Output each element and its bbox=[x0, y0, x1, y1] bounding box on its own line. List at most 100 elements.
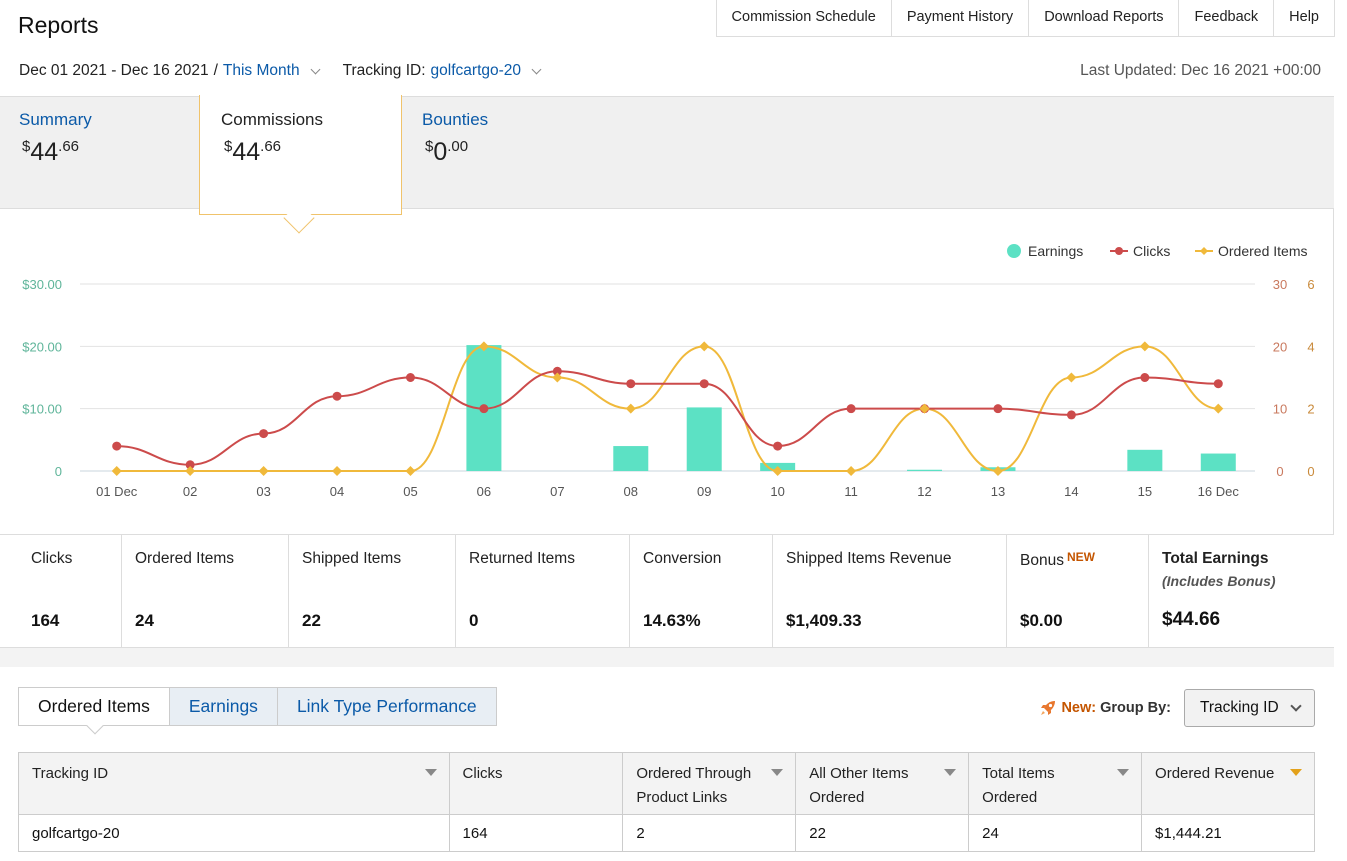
top-nav: Commission Schedule Payment History Down… bbox=[715, 0, 1335, 37]
clicks-point bbox=[773, 441, 783, 451]
clicks-point bbox=[259, 429, 269, 439]
col-clicks[interactable]: Clicks bbox=[448, 752, 624, 815]
ordered-items-point bbox=[1066, 372, 1077, 383]
right-axis-tick: 6 bbox=[1307, 277, 1314, 292]
right-axis-tick: 20 bbox=[1273, 339, 1287, 354]
x-axis-tick: 09 bbox=[697, 484, 711, 499]
legend-clicks: Clicks bbox=[1133, 243, 1170, 259]
x-axis-tick: 15 bbox=[1138, 484, 1152, 499]
earnings-bar bbox=[1200, 453, 1236, 471]
col-all-other-items[interactable]: All Other Items Ordered bbox=[795, 752, 970, 815]
nav-download-reports[interactable]: Download Reports bbox=[1028, 0, 1178, 36]
tab-summary-label[interactable]: Summary bbox=[19, 110, 92, 129]
left-axis-tick: 0 bbox=[55, 464, 62, 479]
legend-clicks-swatch bbox=[1115, 247, 1123, 255]
right-axis-tick: 30 bbox=[1273, 277, 1287, 292]
col-ordered-through-links[interactable]: Ordered Through Product Links bbox=[622, 752, 797, 815]
earnings-bar bbox=[686, 407, 722, 471]
stat-clicks: Clicks 164 bbox=[31, 550, 73, 630]
tab-commissions-label: Commissions bbox=[221, 110, 324, 129]
chevron-down-icon[interactable] bbox=[531, 64, 542, 74]
ordered-items-point bbox=[1139, 341, 1150, 352]
new-label: New: bbox=[1061, 700, 1097, 716]
x-axis-tick: 06 bbox=[477, 484, 491, 499]
chart-area: 0 0 0 $10.00 10 2 $20.00 20 4 $30.00 30 6 01 Dec 02 03… bbox=[0, 209, 1334, 535]
clicks-point bbox=[479, 404, 489, 414]
left-axis-tick: $30.00 bbox=[22, 277, 62, 292]
ordered-items-point bbox=[258, 466, 269, 476]
cell-clicks: 164 bbox=[448, 814, 624, 852]
ordered-items-point bbox=[699, 341, 710, 352]
tab-link-type-performance[interactable]: Link Type Performance bbox=[276, 688, 496, 725]
tab-earnings[interactable]: Earnings bbox=[168, 688, 277, 725]
ordered-items-point bbox=[846, 466, 857, 476]
earnings-bar bbox=[613, 446, 649, 471]
date-range: Dec 01 2021 - Dec 16 2021 bbox=[19, 62, 209, 79]
ordered-items-point bbox=[625, 403, 636, 414]
clicks-point bbox=[405, 373, 415, 382]
nav-help[interactable]: Help bbox=[1273, 0, 1334, 36]
col-tracking-id[interactable]: Tracking ID bbox=[18, 752, 450, 815]
ordered-items-point bbox=[111, 466, 122, 476]
clicks-point bbox=[846, 404, 856, 414]
earnings-bar bbox=[907, 469, 943, 471]
date-preset-dropdown[interactable]: This Month bbox=[222, 62, 300, 79]
x-axis-tick: 12 bbox=[917, 484, 931, 499]
legend-ordered-items-swatch bbox=[1200, 247, 1208, 255]
ordered-items-point bbox=[552, 372, 563, 383]
col-ordered-revenue[interactable]: Ordered Revenue bbox=[1141, 752, 1315, 815]
x-axis-tick: 10 bbox=[770, 484, 784, 499]
tracking-id-dropdown[interactable]: golfcartgo-20 bbox=[430, 62, 522, 79]
group-by-label: Group By: bbox=[1100, 700, 1171, 716]
sort-icon[interactable] bbox=[944, 769, 957, 776]
sort-icon[interactable] bbox=[1290, 769, 1302, 776]
tab-bounties-label[interactable]: Bounties bbox=[422, 110, 489, 129]
tracking-id-label: Tracking ID: bbox=[342, 62, 426, 79]
tab-commissions[interactable]: Commissions $44.66 bbox=[199, 95, 402, 215]
sort-icon[interactable] bbox=[424, 769, 437, 776]
stat-returned-items: Returned Items 0 bbox=[455, 535, 629, 647]
legend-ordered-items: Ordered Items bbox=[1218, 243, 1307, 259]
x-axis-tick: 08 bbox=[624, 484, 638, 499]
clicks-line bbox=[116, 370, 1219, 466]
x-axis-tick: 11 bbox=[844, 484, 858, 499]
tracking-id-link[interactable]: golfcartgo-20 bbox=[18, 814, 450, 852]
rocket-icon bbox=[1041, 701, 1056, 715]
chevron-down-icon[interactable] bbox=[310, 64, 321, 74]
chevron-down-icon bbox=[1290, 700, 1302, 712]
stat-shipped-items: Shipped Items 22 bbox=[288, 535, 455, 647]
clicks-point bbox=[112, 441, 122, 451]
table-header-row: Tracking ID Clicks Ordered Through Produ… bbox=[18, 752, 1315, 815]
new-badge: NEW bbox=[1066, 550, 1095, 564]
x-axis-tick: 01 Dec bbox=[96, 484, 138, 499]
clicks-point bbox=[626, 379, 636, 389]
sort-icon[interactable] bbox=[771, 769, 784, 776]
cell-ordered-through-links: 2 bbox=[622, 814, 797, 852]
tab-summary[interactable]: Summary $44.66 bbox=[19, 110, 92, 167]
x-axis-tick: 05 bbox=[403, 484, 417, 499]
nav-payment-history[interactable]: Payment History bbox=[890, 0, 1028, 36]
x-axis-tick: 07 bbox=[550, 484, 564, 499]
group-by: New: Group By: bbox=[1039, 699, 1171, 717]
clicks-point bbox=[332, 391, 342, 401]
group-by-select[interactable]: Tracking ID bbox=[1184, 689, 1315, 727]
stat-conversion: Conversion 14.63% bbox=[629, 535, 772, 647]
stats-row: Clicks 164 Ordered Items 24 Shipped Item… bbox=[0, 534, 1334, 648]
right-axis-tick: 2 bbox=[1307, 402, 1314, 417]
clicks-point bbox=[185, 460, 195, 470]
section-divider bbox=[0, 648, 1334, 667]
sort-icon[interactable] bbox=[1117, 769, 1130, 776]
tab-bounties[interactable]: Bounties $0.00 bbox=[422, 110, 488, 167]
x-axis-tick: 04 bbox=[330, 484, 344, 499]
ordered-items-point bbox=[478, 341, 489, 352]
nav-feedback[interactable]: Feedback bbox=[1178, 0, 1273, 36]
clicks-point bbox=[1140, 373, 1150, 382]
nav-commission-schedule[interactable]: Commission Schedule bbox=[731, 9, 876, 25]
col-total-items[interactable]: Total Items Ordered bbox=[968, 752, 1143, 815]
ordered-items-point bbox=[332, 466, 343, 476]
ordered-items-point bbox=[772, 466, 783, 476]
cell-ordered-revenue: $1,444.21 bbox=[1141, 814, 1315, 852]
clicks-point bbox=[1066, 410, 1076, 420]
report-table: Tracking ID Clicks Ordered Through Produ… bbox=[18, 752, 1315, 852]
clicks-point bbox=[993, 404, 1003, 414]
